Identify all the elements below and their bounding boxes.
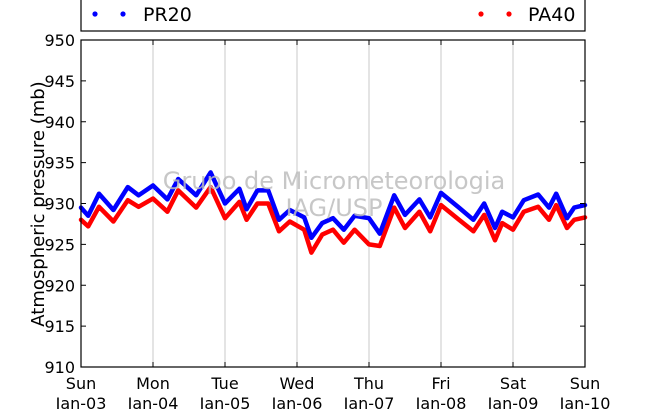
plot-area xyxy=(81,40,585,367)
legend: PR20 PA40 xyxy=(80,0,586,32)
series-line-pr20 xyxy=(78,170,588,241)
legend-pa40-label: PA40 xyxy=(528,4,575,26)
y-tick-label: 910 xyxy=(44,358,75,377)
y-tick-label: 935 xyxy=(44,154,75,173)
series-line-pa40 xyxy=(78,184,588,255)
legend-pr20-label: PR20 xyxy=(143,4,192,26)
x-tick-label-date: Jan-06 xyxy=(271,394,323,409)
x-tick-label-day: Fri xyxy=(431,374,450,393)
watermark-line-2: IAG/USP xyxy=(285,194,382,222)
x-tick-label-day: Wed xyxy=(280,374,315,393)
x-tick-label-day: Tue xyxy=(210,374,238,393)
y-tick-label: 915 xyxy=(44,317,75,336)
x-tick-label-day: Sun xyxy=(570,374,600,393)
watermark-line-1: Grupo de Micrometeorologia xyxy=(163,167,505,195)
y-axis-label: Atmospheric pressure (mb) xyxy=(28,81,49,326)
legend-pa40-marker xyxy=(478,11,484,17)
x-tick-label-day: Sat xyxy=(500,374,526,393)
y-tick-label: 950 xyxy=(44,31,75,50)
y-tick-label: 930 xyxy=(44,195,75,214)
y-axis: 910 915 920 925 930 935 940 945 950 xyxy=(44,31,585,377)
legend-frame xyxy=(80,0,586,32)
x-tick-label-day: Thu xyxy=(353,374,384,393)
legend-pa40-marker xyxy=(506,11,512,17)
series-layer xyxy=(78,170,588,255)
x-tick-label-date: Jan-05 xyxy=(199,394,251,409)
legend-pr20-marker xyxy=(120,11,126,17)
y-tick-label: 940 xyxy=(44,113,75,132)
x-axis: SunJan-03MonJan-04TueJan-05WedJan-06ThuJ… xyxy=(55,40,611,409)
y-tick-label: 925 xyxy=(44,235,75,254)
x-tick-label-date: Jan-07 xyxy=(343,394,395,409)
x-tick-label-date: Jan-10 xyxy=(559,394,611,409)
legend-pr20-marker xyxy=(92,11,98,17)
x-tick-label-date: Jan-08 xyxy=(415,394,467,409)
x-tick-label-day: Sun xyxy=(66,374,96,393)
x-tick-label-date: Jan-03 xyxy=(55,394,107,409)
y-tick-label: 945 xyxy=(44,72,75,91)
x-tick-label-date: Jan-04 xyxy=(127,394,179,409)
x-tick-label-day: Mon xyxy=(136,374,170,393)
watermark: Grupo de Micrometeorologia IAG/USP xyxy=(163,167,505,222)
y-tick-label: 920 xyxy=(44,276,75,295)
x-tick-label-date: Jan-09 xyxy=(487,394,539,409)
